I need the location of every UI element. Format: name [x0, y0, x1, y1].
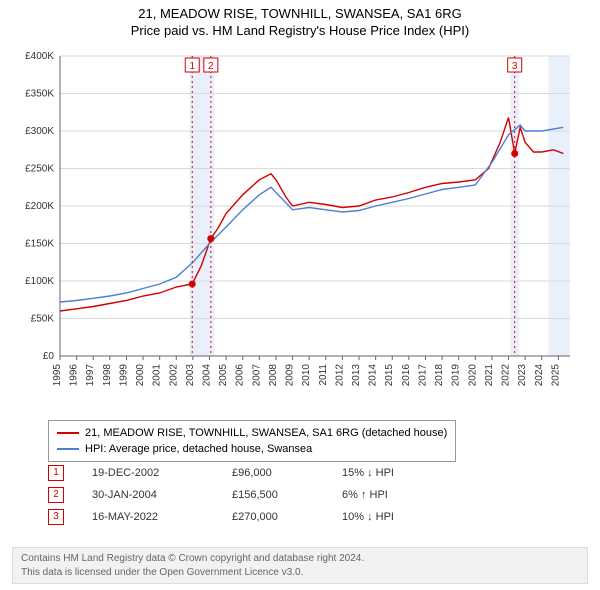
svg-text:3: 3: [512, 61, 518, 72]
svg-text:£250K: £250K: [25, 164, 54, 175]
sale-row: 1 19-DEC-2002£96,00015% ↓ HPI: [48, 462, 452, 484]
svg-text:2025: 2025: [550, 364, 561, 387]
svg-text:2003: 2003: [185, 364, 196, 387]
svg-text:2012: 2012: [334, 364, 345, 387]
svg-text:2010: 2010: [301, 364, 312, 387]
sale-badge: 1: [48, 465, 64, 481]
svg-text:2016: 2016: [401, 364, 412, 387]
svg-text:1995: 1995: [52, 364, 63, 387]
chart-container: 21, MEADOW RISE, TOWNHILL, SWANSEA, SA1 …: [0, 0, 600, 590]
sale-diff: 15% ↓ HPI: [342, 467, 452, 479]
svg-text:£200K: £200K: [25, 201, 54, 212]
svg-text:2024: 2024: [534, 364, 545, 387]
svg-text:£300K: £300K: [25, 126, 54, 137]
svg-text:2008: 2008: [268, 364, 279, 387]
footer: Contains HM Land Registry data © Crown c…: [12, 547, 588, 584]
sale-price: £96,000: [232, 467, 342, 479]
sale-date: 19-DEC-2002: [92, 467, 232, 479]
sale-badge: 2: [48, 487, 64, 503]
sale-price: £270,000: [232, 511, 342, 523]
chart-svg: £0 £50K £100K £150K £200K £250K £300K £350K £400…: [12, 48, 588, 398]
legend-swatch: [57, 432, 79, 434]
svg-text:2004: 2004: [202, 364, 213, 387]
svg-text:1: 1: [189, 61, 195, 72]
svg-text:2020: 2020: [467, 364, 478, 387]
legend-item: HPI: Average price, detached house, Swan…: [57, 441, 447, 457]
sale-row: 2 30-JAN-2004£156,5006% ↑ HPI: [48, 484, 452, 506]
footer-line1: Contains HM Land Registry data © Crown c…: [21, 552, 579, 566]
sales-table: 1 19-DEC-2002£96,00015% ↓ HPI 2 30-JAN-2004…: [48, 462, 452, 528]
sale-badge: 3: [48, 509, 64, 525]
svg-text:2009: 2009: [285, 364, 296, 387]
svg-text:2015: 2015: [384, 364, 395, 387]
title-address: 21, MEADOW RISE, TOWNHILL, SWANSEA, SA1 …: [0, 6, 600, 21]
svg-text:2013: 2013: [351, 364, 362, 387]
svg-text:£400K: £400K: [25, 51, 54, 62]
svg-text:£50K: £50K: [31, 314, 55, 325]
svg-text:2018: 2018: [434, 364, 445, 387]
legend-item: 21, MEADOW RISE, TOWNHILL, SWANSEA, SA1 …: [57, 425, 447, 441]
svg-text:2: 2: [208, 61, 214, 72]
chart: £0 £50K £100K £150K £200K £250K £300K £350K £400…: [12, 48, 588, 398]
svg-text:2006: 2006: [235, 364, 246, 387]
sale-price: £156,500: [232, 489, 342, 501]
svg-text:2005: 2005: [218, 364, 229, 387]
sale-diff: 6% ↑ HPI: [342, 489, 452, 501]
svg-text:2017: 2017: [417, 364, 428, 387]
svg-text:2000: 2000: [135, 364, 146, 387]
legend-label: 21, MEADOW RISE, TOWNHILL, SWANSEA, SA1 …: [85, 427, 447, 439]
svg-text:2021: 2021: [484, 364, 495, 387]
sale-row: 3 16-MAY-2022£270,00010% ↓ HPI: [48, 506, 452, 528]
svg-text:1998: 1998: [102, 364, 113, 387]
sale-diff: 10% ↓ HPI: [342, 511, 452, 523]
title-block: 21, MEADOW RISE, TOWNHILL, SWANSEA, SA1 …: [0, 0, 600, 38]
svg-text:2022: 2022: [501, 364, 512, 387]
svg-text:£350K: £350K: [25, 89, 54, 100]
svg-text:2023: 2023: [517, 364, 528, 387]
svg-text:2007: 2007: [251, 364, 262, 387]
svg-text:2011: 2011: [318, 364, 329, 386]
svg-text:£150K: £150K: [25, 239, 54, 250]
svg-text:£0: £0: [43, 351, 55, 362]
svg-text:2014: 2014: [368, 364, 379, 387]
svg-text:2002: 2002: [168, 364, 179, 387]
footer-line2: This data is licensed under the Open Gov…: [21, 566, 579, 580]
legend: 21, MEADOW RISE, TOWNHILL, SWANSEA, SA1 …: [48, 420, 456, 462]
legend-swatch: [57, 448, 79, 450]
sale-date: 30-JAN-2004: [92, 489, 232, 501]
sale-date: 16-MAY-2022: [92, 511, 232, 523]
svg-text:2019: 2019: [451, 364, 462, 387]
title-subtitle: Price paid vs. HM Land Registry's House …: [0, 23, 600, 38]
svg-text:1999: 1999: [118, 364, 129, 387]
legend-label: HPI: Average price, detached house, Swan…: [85, 443, 312, 455]
svg-text:1996: 1996: [69, 364, 80, 387]
svg-text:1997: 1997: [85, 364, 96, 387]
svg-text:£100K: £100K: [25, 276, 54, 287]
svg-text:2001: 2001: [152, 364, 163, 387]
